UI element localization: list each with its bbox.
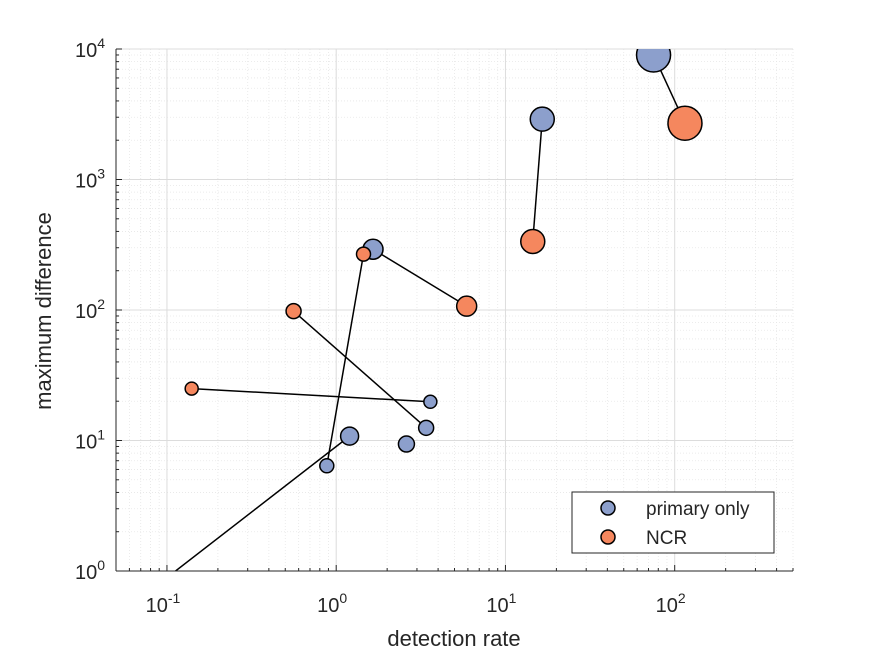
primary-only-point (529, 106, 556, 132)
pair-connectors (174, 54, 686, 571)
primary-only-point (339, 426, 360, 446)
primary-only-point (397, 435, 416, 453)
pair-connector-line (372, 248, 468, 307)
data-markers (150, 49, 703, 593)
y-tick-label: 104 (75, 35, 105, 62)
legend-marker-primary (600, 500, 616, 516)
ncr-point (184, 381, 199, 396)
y-tick-labels: 100 101 102 103 104 (75, 35, 105, 584)
legend-label-primary: primary only (646, 499, 750, 520)
axes (115, 48, 794, 572)
pair-connector-line (191, 387, 431, 403)
x-tick-label: 102 (656, 590, 686, 617)
pair-connector-line (532, 119, 544, 242)
pair-connector-line (293, 310, 427, 429)
ncr-point (285, 302, 302, 320)
pair-connector-line (326, 254, 365, 466)
y-axis-label: maximum difference (31, 212, 56, 410)
x-tick-labels: 10-1 100 101 102 (146, 590, 686, 617)
legend: primary only NCR (571, 491, 775, 554)
x-tick-label: 100 (317, 590, 347, 617)
primary-only-point (423, 394, 438, 410)
pair-connector-line (174, 435, 351, 571)
x-axis-label: detection rate (387, 626, 520, 651)
ncr-point (355, 246, 372, 262)
y-tick-label: 101 (75, 427, 105, 454)
primary-only-point (319, 458, 335, 474)
y-tick-label: 103 (75, 166, 105, 193)
x-tick-label: 101 (486, 590, 516, 617)
x-tick-label: 10-1 (146, 590, 181, 617)
y-tick-label: 100 (75, 557, 105, 584)
legend-label-ncr: NCR (646, 528, 687, 549)
primary-only-point (635, 49, 672, 73)
major-grid (116, 48, 793, 572)
ncr-point (667, 105, 703, 141)
ncr-point (455, 295, 478, 317)
ncr-point (520, 228, 546, 255)
y-tick-label: 102 (75, 296, 105, 323)
primary-only-point (417, 419, 435, 437)
legend-marker-ncr (600, 529, 616, 545)
ncr-point (150, 575, 168, 593)
